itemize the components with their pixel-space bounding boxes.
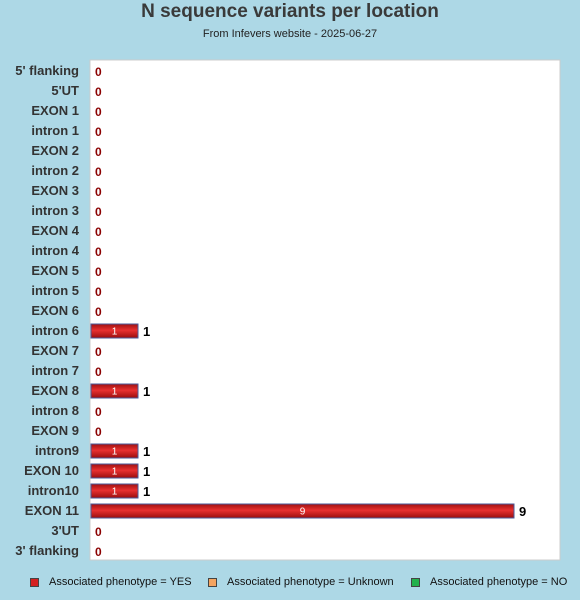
- value-label: 0: [95, 65, 102, 79]
- category-label: intron 6: [31, 323, 79, 338]
- category-label: EXON 9: [31, 423, 79, 438]
- bar-inner-label: 1: [112, 447, 118, 458]
- value-label: 0: [95, 165, 102, 179]
- bar: [90, 323, 139, 339]
- category-label: EXON 11: [25, 503, 79, 518]
- category-label: 3' flanking: [15, 543, 79, 558]
- value-label: 0: [95, 185, 102, 199]
- legend-item-no: Associated phenotype = NO: [411, 576, 567, 588]
- category-label: EXON 5: [31, 263, 79, 278]
- value-label: 1: [143, 444, 150, 459]
- category-label: intron 8: [31, 403, 79, 418]
- bar: [90, 483, 139, 499]
- value-label: 0: [95, 545, 102, 559]
- category-label: EXON 10: [24, 463, 79, 478]
- bar-inner-label: 9: [300, 507, 306, 518]
- category-label: 5'UT: [51, 83, 79, 98]
- category-label: intron 1: [31, 123, 79, 138]
- chart-subtitle: From Infevers website - 2025-06-27: [202, 28, 378, 40]
- legend-swatch-no: [411, 577, 420, 587]
- value-label: 0: [95, 305, 102, 319]
- category-label: EXON 2: [31, 143, 79, 158]
- value-label: 1: [143, 484, 150, 499]
- value-label: 0: [95, 105, 102, 119]
- legend-label-no: Associated phenotype = NO: [430, 576, 568, 588]
- category-label: EXON 3: [31, 183, 79, 198]
- value-label: 0: [95, 245, 102, 259]
- value-label: 0: [95, 365, 102, 379]
- category-label: 3'UT: [51, 523, 79, 538]
- bar: [90, 463, 139, 479]
- bar-inner-label: 1: [112, 487, 118, 498]
- value-label: 9: [519, 504, 526, 519]
- value-label: 1: [143, 324, 150, 339]
- bar-inner-label: 1: [112, 327, 118, 338]
- bar: [90, 383, 139, 399]
- category-label: EXON 8: [31, 383, 79, 398]
- category-label: EXON 6: [31, 303, 79, 318]
- category-label: 5' flanking: [15, 63, 79, 78]
- category-label: EXON 1: [31, 103, 79, 118]
- category-label: intron 3: [31, 203, 79, 218]
- category-label: EXON 4: [31, 223, 79, 238]
- value-label: 1: [143, 384, 150, 399]
- value-label: 0: [95, 265, 102, 279]
- legend-swatch-unknown: [208, 577, 217, 587]
- bar: [90, 443, 139, 459]
- chart-title: N sequence variants per location: [141, 1, 439, 22]
- value-label: 0: [95, 125, 102, 139]
- value-label: 1: [143, 464, 150, 479]
- value-label: 0: [95, 405, 102, 419]
- legend-label-yes: Associated phenotype = YES: [49, 576, 192, 588]
- category-label: intron 4: [31, 243, 79, 258]
- value-label: 0: [95, 285, 102, 299]
- legend-swatch-yes: [30, 577, 39, 587]
- legend-item-unknown: Associated phenotype = Unknown: [208, 576, 394, 588]
- category-label: intron 7: [31, 363, 79, 378]
- legend-item-yes: Associated phenotype = YES: [30, 576, 192, 588]
- category-label: EXON 7: [31, 343, 79, 358]
- plot-area: [89, 59, 561, 561]
- legend-label-unknown: Associated phenotype = Unknown: [227, 576, 394, 588]
- category-label: intron 5: [31, 283, 79, 298]
- category-label: intron10: [28, 483, 79, 498]
- value-label: 0: [95, 145, 102, 159]
- bar-inner-label: 1: [112, 387, 118, 398]
- legend: Associated phenotype = YES Associated ph…: [0, 576, 580, 590]
- category-label: intron 2: [31, 163, 79, 178]
- bar-inner-label: 1: [112, 467, 118, 478]
- bar: [90, 503, 515, 519]
- value-label: 0: [95, 85, 102, 99]
- value-label: 0: [95, 425, 102, 439]
- value-label: 0: [95, 345, 102, 359]
- value-label: 0: [95, 225, 102, 239]
- category-label: intron9: [35, 443, 79, 458]
- value-label: 0: [95, 205, 102, 219]
- value-label: 0: [95, 525, 102, 539]
